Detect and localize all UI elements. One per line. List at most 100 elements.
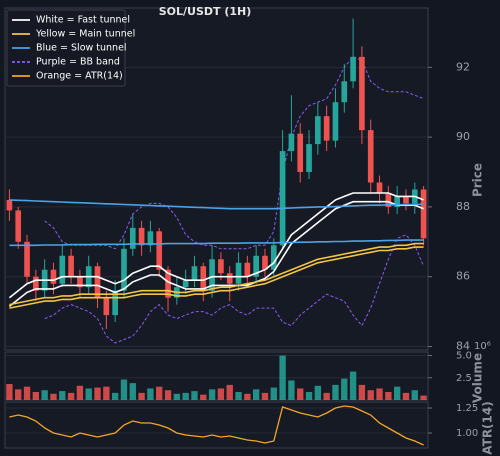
volume-bar: [314, 385, 322, 400]
tunnel-line: [8, 192, 424, 299]
y-tick-label: 2.5: [456, 373, 472, 384]
candle-body: [244, 262, 251, 277]
volume-bar: [208, 389, 216, 400]
y-axis-label: ATR(14): [481, 401, 495, 454]
y-tick-label: 5.0: [456, 351, 472, 362]
candle-body: [50, 269, 57, 284]
volume-bar: [129, 383, 136, 400]
tunnel-line: [9, 246, 424, 309]
y-tick-label: 92: [456, 60, 470, 73]
candle-body: [209, 259, 215, 291]
candle-body: [103, 297, 110, 316]
volume-bar: [147, 388, 154, 400]
candle-body: [156, 231, 163, 270]
candle-body: [420, 189, 427, 239]
volume-bar: [41, 390, 48, 400]
legend-label: Purple = BB band: [36, 57, 120, 68]
candle-body: [315, 116, 321, 145]
candle-body: [24, 241, 30, 277]
candle-body: [226, 273, 233, 284]
volume-bar: [76, 385, 84, 400]
candle-body: [385, 192, 392, 207]
candle-body: [191, 266, 198, 281]
volume-bar: [367, 390, 374, 400]
volume-bar: [402, 392, 410, 400]
volume-bar: [252, 389, 260, 400]
volume-bar: [94, 387, 101, 400]
candle-body: [182, 280, 189, 288]
volume-bar: [393, 386, 401, 400]
volume-bar: [32, 392, 40, 400]
volume-bar: [385, 392, 392, 400]
atr-line: [9, 405, 424, 446]
volume-bar: [111, 392, 119, 400]
volume-bar: [200, 394, 207, 400]
y-tick-label: 1.00: [456, 428, 478, 439]
candle-body: [121, 248, 127, 291]
candle-body: [165, 269, 171, 298]
candle-body: [138, 227, 145, 246]
candle-body: [279, 151, 286, 246]
volume-bar: [173, 393, 181, 400]
volume-bar: [226, 384, 233, 400]
volume-bar: [85, 388, 92, 400]
candle-body: [288, 133, 295, 152]
volume-bar: [332, 384, 339, 400]
tunnel-line: [9, 242, 424, 306]
tunnel-line: [9, 199, 424, 210]
candle-body: [94, 266, 101, 298]
volume-bar: [411, 390, 418, 400]
candle-body: [59, 255, 66, 284]
candle-body: [15, 210, 22, 242]
candle-body: [6, 199, 13, 211]
volume-bar: [244, 393, 251, 400]
candle-body: [262, 255, 268, 270]
candle-body: [253, 255, 259, 277]
volume-bar: [305, 392, 313, 400]
volume-bar: [297, 388, 304, 400]
legend-label: Yellow = Main tunnel: [35, 29, 135, 40]
volume-bar: [279, 355, 286, 400]
volume-bar: [420, 395, 427, 400]
volume-bar: [349, 371, 357, 400]
candle-body: [297, 133, 304, 173]
candle-body: [129, 227, 136, 249]
volume-bar: [67, 392, 75, 400]
candle-body: [112, 290, 118, 316]
volume-bar: [288, 380, 295, 400]
candle-body: [332, 102, 339, 141]
candle-body: [68, 255, 74, 277]
candle-body: [306, 144, 312, 173]
scale-label: 10⁶: [474, 341, 491, 352]
candle-body: [394, 196, 400, 207]
candle-body: [77, 276, 83, 288]
volume-bar: [50, 393, 57, 400]
y-tick-label: 88: [456, 200, 470, 213]
candle-body: [376, 182, 383, 193]
legend-label: White = Fast tunnel: [36, 15, 130, 26]
volume-bar: [15, 389, 22, 400]
candle-body: [367, 130, 374, 183]
candle-body: [323, 116, 330, 141]
y-axis-label: Price: [471, 163, 485, 197]
volume-bar: [138, 392, 145, 400]
volume-bar: [376, 388, 383, 400]
tunnel-line: [9, 239, 424, 247]
volume-bar: [270, 387, 277, 400]
candle-body: [350, 56, 356, 82]
candle-body: [341, 81, 348, 103]
y-axis-label: Volume: [471, 353, 485, 403]
atr-panel: [4, 401, 429, 449]
y-tick-label: 84: [456, 340, 470, 353]
y-tick-label: 90: [456, 130, 470, 143]
volume-bar: [217, 388, 225, 400]
volume-panel: [4, 351, 429, 401]
volume-bar: [191, 391, 198, 400]
volume-bar: [323, 392, 330, 400]
volume-bar: [164, 390, 172, 400]
volume-bar: [23, 386, 31, 400]
volume-bar: [156, 386, 163, 400]
volume-bar: [120, 379, 128, 400]
legend-box: [6, 9, 126, 87]
candle-body: [33, 276, 39, 291]
